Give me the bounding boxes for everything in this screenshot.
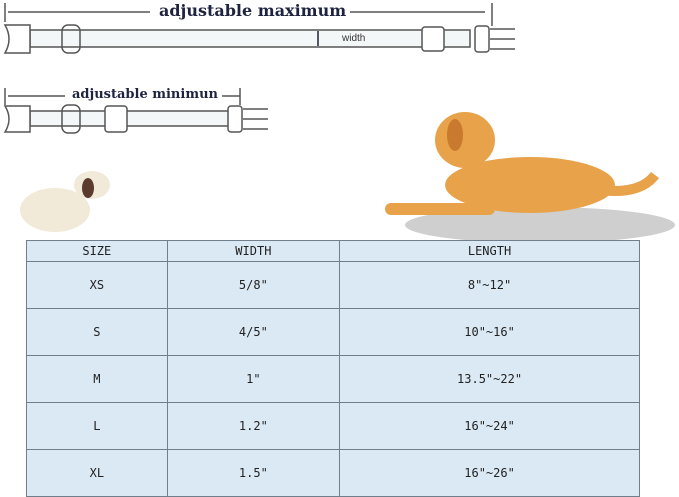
collar-diagram	[3, 3, 675, 240]
cell-size: L	[26, 402, 168, 450]
cell-width: 1.2"	[166, 402, 341, 450]
width-label: width	[342, 33, 366, 44]
table-header: SIZE WIDTH LENGTH	[26, 240, 640, 262]
table-row: M 1" 13.5"~22"	[26, 355, 640, 403]
adjustable-maximum-label: adjustable maximum	[155, 1, 351, 20]
cell-length: 10"~16"	[339, 308, 640, 356]
table-row: S 4/5" 10"~16"	[26, 308, 640, 356]
small-dog-illustration	[20, 171, 110, 232]
adjustable-minimum-label: adjustable minimun	[68, 87, 222, 102]
cell-size: M	[26, 355, 168, 403]
cell-length: 8"~12"	[339, 261, 640, 309]
table-row: XS 5/8" 8"~12"	[26, 261, 640, 309]
cell-width: 1.5"	[166, 449, 341, 497]
cell-length: 16"~26"	[339, 449, 640, 497]
cell-width: 5/8"	[166, 261, 341, 309]
header-size: SIZE	[26, 240, 168, 262]
cell-width: 4/5"	[166, 308, 341, 356]
collar-max	[3, 3, 515, 54]
size-table: SIZE WIDTH LENGTH XS 5/8" 8"~12" S 4/5" 10"~…	[26, 240, 640, 497]
table-row: L 1.2" 16"~24"	[26, 402, 640, 450]
cell-width: 1"	[166, 355, 341, 403]
cell-size: XS	[26, 261, 168, 309]
cell-size: XL	[26, 449, 168, 497]
table-row: XL 1.5" 16"~26"	[26, 449, 640, 497]
cell-length: 13.5"~22"	[339, 355, 640, 403]
header-width: WIDTH	[166, 240, 341, 262]
large-dog-illustration	[385, 112, 675, 240]
cell-length: 16"~24"	[339, 402, 640, 450]
cell-size: S	[26, 308, 168, 356]
header-length: LENGTH	[339, 240, 640, 262]
collar-min	[3, 88, 268, 134]
